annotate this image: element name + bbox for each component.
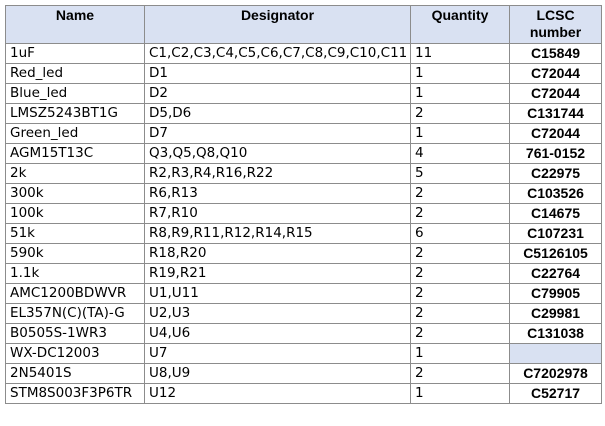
lcsc-number-column-header: LCSC number <box>509 5 602 44</box>
quantity-cell: 2 <box>410 243 510 264</box>
quantity-cell: 2 <box>410 303 510 324</box>
quantity-cell: 2 <box>410 263 510 284</box>
name-cell: AGM15T13C <box>5 143 145 164</box>
quantity-cell: 5 <box>410 163 510 184</box>
table-row: WX-DC12003 U7 1 <box>5 343 602 364</box>
designator-cell: R19,R21 <box>144 263 411 284</box>
quantity-cell: 2 <box>410 323 510 344</box>
designator-cell: C1,C2,C3,C4,C5,C6,C7,C8,C9,C10,C11 <box>144 43 411 64</box>
lcsc-number-cell: C52717 <box>509 383 602 404</box>
name-cell: 2N5401S <box>5 363 145 384</box>
table-body: 1uF C1,C2,C3,C4,C5,C6,C7,C8,C9,C10,C11 11 C… <box>5 43 602 404</box>
name-cell: 590k <box>5 243 145 264</box>
designator-cell: U12 <box>144 383 411 404</box>
table-row: 100k R7,R10 2 C14675 <box>5 203 602 224</box>
quantity-cell: 6 <box>410 223 510 244</box>
lcsc-number-cell: C15849 <box>509 43 602 64</box>
designator-cell: R18,R20 <box>144 243 411 264</box>
name-cell: Blue_led <box>5 83 145 104</box>
lcsc-number-cell: C79905 <box>509 283 602 304</box>
quantity-cell: 2 <box>410 203 510 224</box>
lcsc-number-cell: C131744 <box>509 103 602 124</box>
designator-cell: D2 <box>144 83 411 104</box>
name-cell: 1uF <box>5 43 145 64</box>
name-cell: Red_led <box>5 63 145 84</box>
table-row: 590k R18,R20 2 C5126105 <box>5 243 602 264</box>
lcsc-number-cell <box>509 343 602 364</box>
designator-cell: R7,R10 <box>144 203 411 224</box>
table-row: 2k R2,R3,R4,R16,R22 5 C22975 <box>5 163 602 184</box>
name-cell: 51k <box>5 223 145 244</box>
table-row: AGM15T13C Q3,Q5,Q8,Q10 4 761-0152 <box>5 143 602 164</box>
name-cell: LMSZ5243BT1G <box>5 103 145 124</box>
table-row: 300k R6,R13 2 C103526 <box>5 183 602 204</box>
table-row: EL357N(C)(TA)-G U2,U3 2 C29981 <box>5 303 602 324</box>
designator-cell: R6,R13 <box>144 183 411 204</box>
quantity-cell: 4 <box>410 143 510 164</box>
name-column-header: Name <box>5 5 145 44</box>
name-cell: 300k <box>5 183 145 204</box>
table-row: AMC1200BDWVR U1,U11 2 C79905 <box>5 283 602 304</box>
name-cell: WX-DC12003 <box>5 343 145 364</box>
quantity-cell: 1 <box>410 63 510 84</box>
name-cell: 100k <box>5 203 145 224</box>
table-row: 1.1k R19,R21 2 C22764 <box>5 263 602 284</box>
name-cell: B0505S-1WR3 <box>5 323 145 344</box>
lcsc-number-cell: C29981 <box>509 303 602 324</box>
quantity-column-header: Quantity <box>410 5 510 44</box>
lcsc-number-cell: C131038 <box>509 323 602 344</box>
name-cell: AMC1200BDWVR <box>5 283 145 304</box>
name-cell: STM8S003F3P6TR <box>5 383 145 404</box>
designator-cell: R2,R3,R4,R16,R22 <box>144 163 411 184</box>
lcsc-number-cell: C5126105 <box>509 243 602 264</box>
quantity-cell: 1 <box>410 343 510 364</box>
name-cell: Green_led <box>5 123 145 144</box>
designator-cell: U4,U6 <box>144 323 411 344</box>
lcsc-number-cell: C7202978 <box>509 363 602 384</box>
name-cell: 1.1k <box>5 263 145 284</box>
lcsc-number-cell: C107231 <box>509 223 602 244</box>
lcsc-number-cell: C22764 <box>509 263 602 284</box>
lcsc-number-cell: C72044 <box>509 83 602 104</box>
designator-cell: Q3,Q5,Q8,Q10 <box>144 143 411 164</box>
designator-cell: U8,U9 <box>144 363 411 384</box>
quantity-cell: 2 <box>410 103 510 124</box>
quantity-cell: 2 <box>410 363 510 384</box>
lcsc-number-cell: C14675 <box>509 203 602 224</box>
lcsc-number-cell: C22975 <box>509 163 602 184</box>
quantity-cell: 11 <box>410 43 510 64</box>
bom-table: Name Designator Quantity LCSC number 1uF… <box>5 5 602 404</box>
designator-cell: U1,U11 <box>144 283 411 304</box>
designator-cell: D1 <box>144 63 411 84</box>
quantity-cell: 1 <box>410 83 510 104</box>
table-row: STM8S003F3P6TR U12 1 C52717 <box>5 383 602 404</box>
name-cell: EL357N(C)(TA)-G <box>5 303 145 324</box>
designator-cell: U2,U3 <box>144 303 411 324</box>
designator-cell: D5,D6 <box>144 103 411 124</box>
table-row: Red_led D1 1 C72044 <box>5 63 602 84</box>
table-row: 2N5401S U8,U9 2 C7202978 <box>5 363 602 384</box>
table-row: Blue_led D2 1 C72044 <box>5 83 602 104</box>
designator-cell: R8,R9,R11,R12,R14,R15 <box>144 223 411 244</box>
quantity-cell: 2 <box>410 283 510 304</box>
quantity-cell: 1 <box>410 123 510 144</box>
table-row: 51k R8,R9,R11,R12,R14,R15 6 C107231 <box>5 223 602 244</box>
lcsc-number-cell: C72044 <box>509 63 602 84</box>
table-row: 1uF C1,C2,C3,C4,C5,C6,C7,C8,C9,C10,C11 11 C… <box>5 43 602 64</box>
lcsc-number-cell: C72044 <box>509 123 602 144</box>
name-cell: 2k <box>5 163 145 184</box>
quantity-cell: 2 <box>410 183 510 204</box>
quantity-cell: 1 <box>410 383 510 404</box>
lcsc-number-cell: 761-0152 <box>509 143 602 164</box>
designator-column-header: Designator <box>144 5 411 44</box>
designator-cell: U7 <box>144 343 411 364</box>
header-row: Name Designator Quantity LCSC number <box>5 5 602 44</box>
lcsc-number-cell: C103526 <box>509 183 602 204</box>
table-row: B0505S-1WR3 U4,U6 2 C131038 <box>5 323 602 344</box>
table-row: LMSZ5243BT1G D5,D6 2 C131744 <box>5 103 602 124</box>
designator-cell: D7 <box>144 123 411 144</box>
table-row: Green_led D7 1 C72044 <box>5 123 602 144</box>
